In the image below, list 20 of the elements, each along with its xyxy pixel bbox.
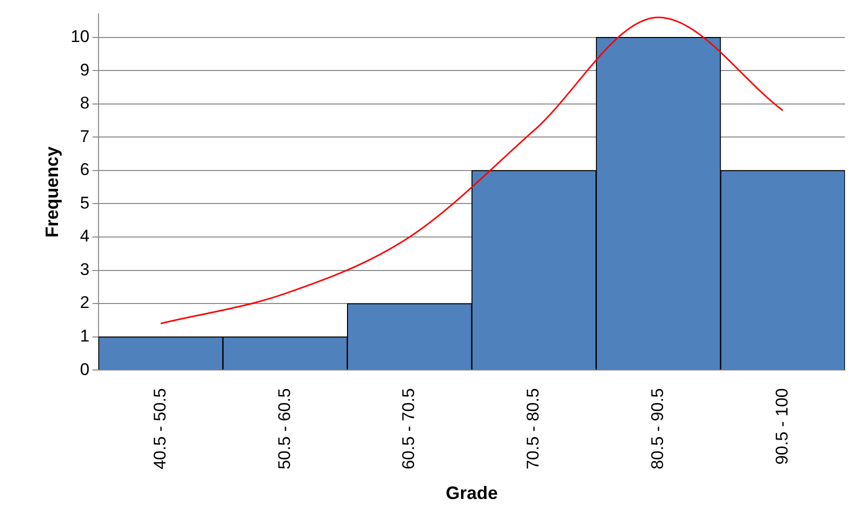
x-axis-title: Grade xyxy=(446,483,498,504)
x-tick-label: 70.5 - 80.5 xyxy=(524,388,543,470)
line-series xyxy=(160,16,784,324)
x-tick-label: 40.5 - 50.5 xyxy=(150,388,170,470)
y-tick-label: 7 xyxy=(80,126,90,146)
x-tick-label: 90.5 - 100 xyxy=(772,388,792,465)
y-tick-label: 9 xyxy=(80,60,90,80)
y-tick-label: 6 xyxy=(80,160,90,180)
y-axis-title: Frequency xyxy=(42,146,62,238)
y-tick-label: 10 xyxy=(70,26,90,46)
y-tick-label: 0 xyxy=(80,360,90,379)
y-tick-label: 4 xyxy=(80,226,90,246)
y-tick-label: 8 xyxy=(80,94,90,113)
x-tick-label: 50.5 - 60.5 xyxy=(274,388,294,470)
y-tick-label: 5 xyxy=(80,193,90,212)
x-tick-label: 80.5 - 90.5 xyxy=(648,388,668,470)
y-tick-label: 3 xyxy=(80,260,90,279)
x-tick-label: 60.5 - 70.5 xyxy=(399,388,418,470)
y-tick-label: 1 xyxy=(80,326,90,346)
y-tick-label: 2 xyxy=(80,293,90,312)
